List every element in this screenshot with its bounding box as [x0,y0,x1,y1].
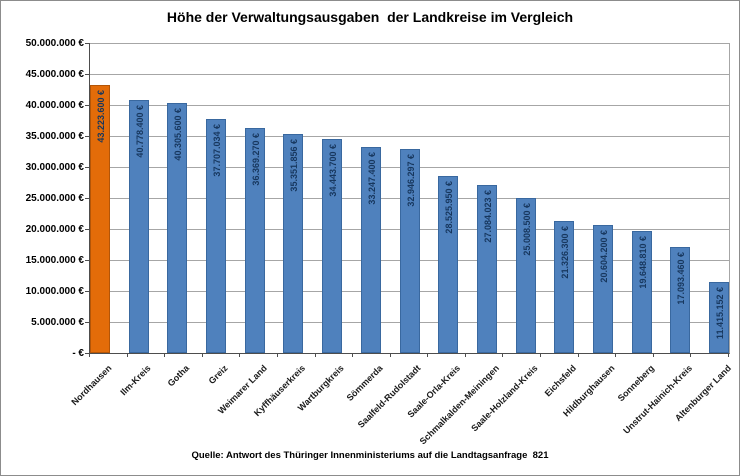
bar-value-label: 34.443.700 € [328,144,338,197]
chart-bar: 36.369.270 € [245,128,265,353]
chart-bar: 32.946.297 € [400,149,420,353]
x-axis-tick-mark [615,353,616,357]
y-axis-tick-mark [85,353,89,354]
x-axis-category-label: Saale-Holzland-Kreis [469,363,541,434]
x-axis-tick-mark [540,353,541,357]
x-axis-category-label: Unstrut-Hainich-Kreis [621,363,695,436]
x-axis-tick-mark [728,353,729,357]
x-axis-tick-mark [653,353,654,357]
x-axis-tick-mark [352,353,353,357]
x-axis-tick-mark [690,353,691,357]
x-axis-tick-mark [578,353,579,357]
y-axis-tick-mark [85,43,89,44]
x-axis-tick-mark [127,353,128,357]
gridline [90,136,729,137]
bar-value-label: 33.247.400 € [367,152,377,205]
bar-value-label: 17.093.460 € [676,252,686,305]
gridline [90,43,729,44]
y-axis-tick-label: 50.000.000 € [25,38,84,49]
y-axis-tick-label: 30.000.000 € [25,162,84,173]
bar-value-label: 20.604.200 € [599,230,609,283]
bar-value-label: 40.778.400 € [135,105,145,158]
x-axis-tick-mark [502,353,503,357]
bar-value-label: 28.525.950 € [444,181,454,234]
bar-value-label: 21.326.300 € [560,226,570,279]
y-axis-tick-label: 40.000.000 € [25,100,84,111]
x-axis-category-label: Eichsfeld [542,363,579,399]
x-axis-category-label: Greiz [207,363,231,386]
x-axis-tick-mark [277,353,278,357]
y-axis-tick-mark [85,167,89,168]
bar-value-label: 11.415.152 € [715,287,725,340]
x-axis-tick-mark [239,353,240,357]
x-axis-category-label: Ilm-Kreis [118,363,154,398]
y-axis-tick-label: 25.000.000 € [25,193,84,204]
chart-bar: 21.326.300 € [554,221,574,353]
y-axis-tick-label: 35.000.000 € [25,131,84,142]
bar-value-label: 19.648.810 € [638,236,648,289]
x-axis-tick-mark [164,353,165,357]
x-axis-category-label: Sömmerda [345,363,386,403]
x-axis-tick-mark [202,353,203,357]
chart-bar: 17.093.460 € [670,247,690,353]
y-axis-tick-label: 45.000.000 € [25,69,84,80]
y-axis-tick-label: 5.000.000 € [31,317,84,328]
bar-value-label: 36.369.270 € [251,133,261,186]
y-axis-tick-mark [85,105,89,106]
y-axis-tick-label: 10.000.000 € [25,286,84,297]
gridline [90,74,729,75]
x-axis-tick-mark [89,353,90,357]
bar-value-label: 27.084.023 € [483,190,493,243]
chart-bar: 35.351.856 € [283,134,303,353]
chart-bar: 27.084.023 € [477,185,497,353]
y-axis-tick-label: 20.000.000 € [25,224,84,235]
y-axis-tick-mark [85,74,89,75]
x-axis-category-label: Sonneberg [615,363,657,404]
chart-bar: 33.247.400 € [361,147,381,353]
y-axis-tick-mark [85,322,89,323]
x-axis-tick-mark [315,353,316,357]
chart-bar: 25.008.500 € [516,198,536,353]
x-axis-category-label: Schmalkalden-Meiningen [417,363,502,447]
x-axis-category-label: Nordhausen [69,363,115,408]
y-axis-tick-mark [85,198,89,199]
chart-bar: 40.305.600 € [167,103,187,353]
bar-value-label: 37.707.034 € [212,124,222,177]
plot-area: 43.223.600 € 40.778.400 € 40.305.600 € 37.7… [89,43,730,354]
y-axis-tick-mark [85,136,89,137]
chart-bar: 11.415.152 € [709,282,729,353]
chart-bar: 28.525.950 € [438,176,458,353]
chart-bar: 40.778.400 € [129,100,149,353]
y-axis-tick-label: 15.000.000 € [25,255,84,266]
bar-value-label: 35.351.856 € [289,139,299,192]
x-axis-tick-mark [390,353,391,357]
y-axis-tick-mark [85,229,89,230]
chart-bar: 20.604.200 € [593,225,613,353]
chart-title: Höhe der Verwaltungsausgaben der Landkre… [166,9,574,25]
bar-value-label: 25.008.500 € [522,203,532,256]
x-axis-tick-mark [465,353,466,357]
y-axis-tick-mark [85,291,89,292]
bar-value-label: 40.305.600 € [173,108,183,161]
x-axis-tick-mark [427,353,428,357]
source-caption: Quelle: Antwort des Thüringer Innenminis… [191,450,549,461]
bar-value-label: 43.223.600 € [96,90,106,143]
chart-bar: 43.223.600 € [90,85,110,353]
y-axis-tick-label: - € [72,348,84,359]
chart-bar: 34.443.700 € [322,139,342,353]
x-axis-category-label: Gotha [165,363,192,389]
x-axis-labels: Nordhausen Ilm-Kreis Gotha Greiz Weimarer La… [70,353,733,448]
chart-bar: 19.648.810 € [632,231,652,353]
y-axis-tick-mark [85,260,89,261]
chart-bar: 37.707.034 € [206,119,226,353]
gridline [90,105,729,106]
bar-value-label: 32.946.297 € [406,154,416,207]
